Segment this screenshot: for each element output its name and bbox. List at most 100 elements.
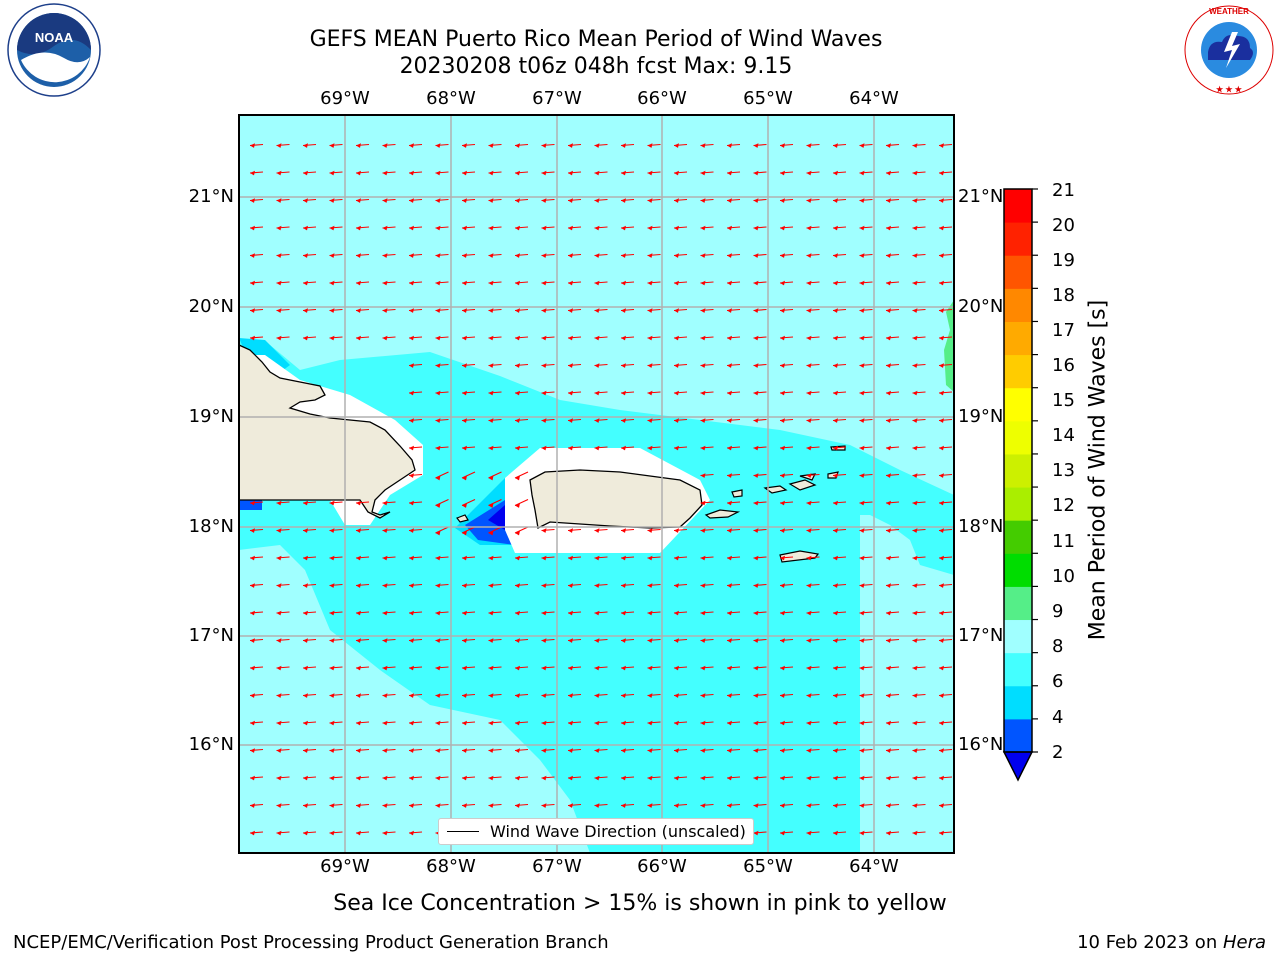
wind-wave-arrow <box>488 363 502 368</box>
wind-wave-arrow <box>753 335 767 341</box>
wind-wave-arrow <box>488 225 502 231</box>
wind-wave-arrow <box>382 225 396 231</box>
wind-wave-arrow <box>382 638 396 643</box>
wind-wave-arrow <box>620 610 635 616</box>
footer-date-text: 10 Feb 2023 on <box>1077 932 1223 953</box>
wind-wave-arrow <box>408 638 423 643</box>
wind-wave-arrow <box>753 555 767 561</box>
wind-wave-arrow <box>302 665 317 671</box>
wind-wave-arrow <box>806 583 820 588</box>
wind-wave-arrow <box>832 253 847 258</box>
colorbar-tick-16: 16 <box>1052 355 1075 376</box>
wind-wave-arrow <box>435 418 449 423</box>
lat-label-right-19n: 19°N <box>958 406 1004 427</box>
wind-wave-arrow <box>938 665 953 671</box>
wind-wave-arrow <box>514 418 529 423</box>
lon-label-bottom-68w: 68°W <box>426 856 476 877</box>
lat-label-right-16n: 16°N <box>958 734 1004 755</box>
wind-wave-arrow <box>938 528 953 533</box>
wind-wave-arrow <box>567 198 582 203</box>
wind-wave-arrow <box>461 143 476 148</box>
mona-island <box>456 514 469 523</box>
wind-wave-arrow <box>250 858 263 863</box>
wind-wave-arrow <box>726 225 741 231</box>
wind-wave-arrow <box>938 280 953 286</box>
wind-wave-arrow <box>567 720 582 726</box>
colorbar-tick-17: 17 <box>1052 320 1075 341</box>
wind-wave-arrow <box>302 528 317 533</box>
wind-wave-arrow <box>541 363 555 368</box>
wind-wave-arrow <box>541 418 555 423</box>
wind-wave-arrow <box>276 225 290 231</box>
wind-wave-arrow <box>276 170 290 176</box>
ocean-field-light <box>239 115 954 853</box>
wind-wave-arrow <box>514 253 529 258</box>
wind-wave-arrow <box>885 280 900 286</box>
wind-wave-arrow <box>435 445 449 451</box>
wind-wave-arrow <box>329 665 343 671</box>
wind-wave-arrow <box>461 335 476 341</box>
wind-wave-arrow <box>302 693 317 698</box>
wind-wave-arrow <box>435 198 449 203</box>
wind-wave-arrow <box>832 638 847 643</box>
wind-wave-arrow <box>355 720 370 726</box>
wind-wave-arrow <box>806 225 820 231</box>
wind-wave-arrow <box>514 390 529 396</box>
wind-wave-arrow <box>435 526 449 536</box>
wind-wave-arrow <box>912 308 926 313</box>
wind-wave-arrow <box>355 555 370 561</box>
wind-wave-arrow <box>329 610 343 616</box>
wind-wave-arrow <box>647 555 661 561</box>
wind-wave-arrow <box>488 445 502 451</box>
wind-wave-arrow <box>673 555 688 561</box>
wind-wave-arrow <box>700 225 714 231</box>
wind-wave-arrow <box>859 830 873 836</box>
wind-wave-arrow <box>647 143 661 148</box>
wind-wave-arrow <box>832 473 847 478</box>
wind-wave-arrow <box>514 638 529 643</box>
wind-wave-arrow <box>488 583 502 588</box>
wind-wave-arrow <box>488 308 502 313</box>
wind-wave-arrow <box>726 555 741 561</box>
hispaniola-land <box>239 344 416 519</box>
wind-wave-arrow <box>912 473 926 478</box>
wind-wave-arrow <box>726 390 741 396</box>
footer-machine: Hera <box>1222 932 1266 953</box>
wind-wave-arrow <box>355 225 370 231</box>
wind-wave-arrow <box>620 418 635 423</box>
wind-wave-arrow <box>620 775 635 781</box>
wind-wave-arrow <box>329 583 343 588</box>
ocean-field-medium <box>239 338 954 853</box>
wind-wave-arrow <box>594 665 608 671</box>
wind-wave-arrow <box>753 583 767 588</box>
wind-wave-arrow <box>673 335 688 341</box>
wind-wave-arrow <box>461 775 476 781</box>
colorbar-tick-13: 13 <box>1052 460 1075 481</box>
wind-wave-arrow <box>567 225 582 231</box>
wind-wave-arrow <box>249 720 264 726</box>
wind-wave-arrow <box>620 748 635 753</box>
wind-wave-arrow <box>249 308 264 313</box>
wind-wave-arrow <box>673 280 688 286</box>
wind-wave-arrow <box>567 583 582 588</box>
wind-wave-arrow <box>832 720 847 726</box>
wind-wave-arrow <box>249 803 264 808</box>
wind-wave-arrow <box>779 830 794 836</box>
wind-wave-arrow <box>567 335 582 341</box>
wind-wave-arrow <box>355 253 370 258</box>
footer-branch: NCEP/EMC/Verification Post Processing Pr… <box>13 932 609 953</box>
wind-wave-arrow <box>355 583 370 588</box>
wind-wave-arrow <box>779 143 794 148</box>
wind-wave-arrow <box>912 253 926 258</box>
wind-wave-arrow <box>249 583 264 588</box>
anegada-island <box>830 445 846 451</box>
mona-passage-cyan <box>455 475 530 545</box>
colorbar-tick-18: 18 <box>1052 285 1075 306</box>
lon-label-bottom-65w: 65°W <box>743 856 793 877</box>
wind-wave-arrow <box>567 390 582 396</box>
wind-wave-arrow <box>753 500 767 506</box>
wind-wave-arrow <box>753 445 767 451</box>
wind-wave-arrow <box>355 528 370 533</box>
wind-wave-arrow <box>779 803 794 808</box>
lon-label-top-64w: 64°W <box>849 88 899 109</box>
